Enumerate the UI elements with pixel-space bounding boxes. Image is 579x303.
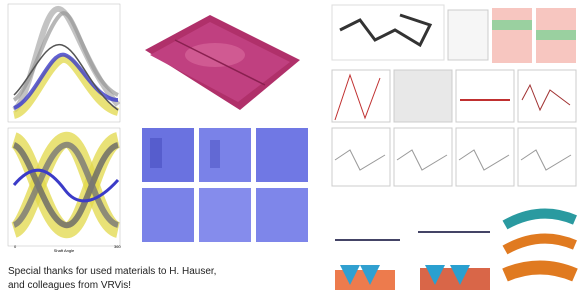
- caption-line: and colleagues from VRVis!: [8, 280, 131, 291]
- glyph-visualizations: [335, 214, 575, 290]
- caption-line: Special thanks for used materials to H. …: [8, 266, 216, 277]
- collage: Shaft Angle 0 360: [0, 0, 579, 303]
- heatmap-grid: [142, 128, 308, 242]
- slide: Shaft Angle 0 360: [0, 0, 579, 303]
- surface-plot: [145, 15, 300, 110]
- x-axis-label: Shaft Angle: [54, 248, 75, 253]
- screenshot-collage: [332, 5, 576, 186]
- x-tick-label: 360: [114, 244, 121, 249]
- parallel-plot: Shaft Angle 0 360: [8, 4, 121, 253]
